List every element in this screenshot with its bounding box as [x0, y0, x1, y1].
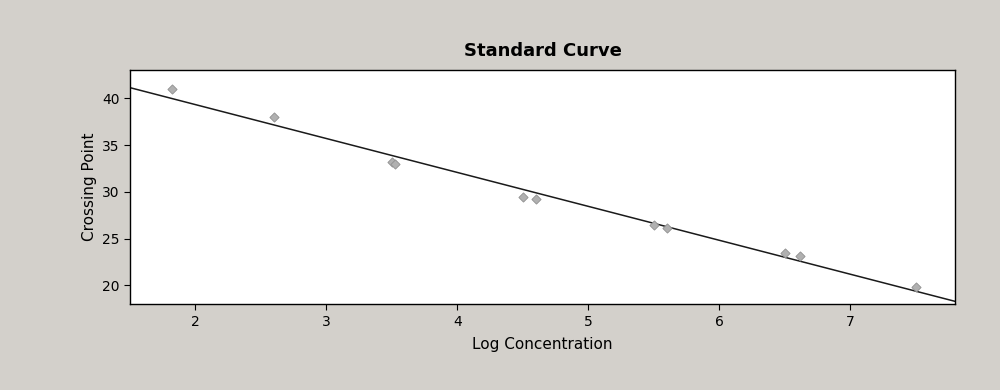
Point [164, 86, 180, 92]
Point [387, 161, 403, 167]
Point [384, 159, 400, 165]
Title: Standard Curve: Standard Curve [464, 42, 621, 60]
Point [515, 193, 531, 200]
Point [266, 114, 282, 120]
Y-axis label: Crossing Point: Crossing Point [82, 133, 97, 241]
Point [792, 254, 808, 260]
Point [908, 284, 924, 291]
X-axis label: Log Concentration: Log Concentration [472, 337, 613, 352]
Point [659, 225, 675, 232]
Point [646, 222, 662, 228]
Point [528, 196, 544, 202]
Point [777, 250, 793, 256]
